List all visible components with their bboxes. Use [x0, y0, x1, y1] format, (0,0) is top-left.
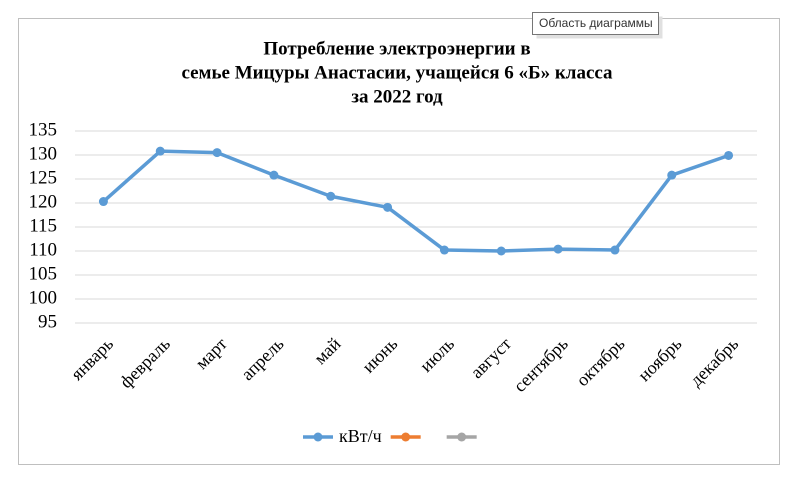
marker: [383, 202, 393, 212]
marker: [667, 170, 677, 180]
tooltip-box: [532, 12, 659, 35]
marker: [326, 191, 336, 201]
legend-marker: [313, 432, 323, 442]
legend-item: [390, 432, 421, 442]
y-tick-label: 105: [29, 263, 58, 284]
marker: [155, 146, 165, 156]
marker: [553, 244, 563, 254]
marker: [439, 245, 449, 255]
marker: [610, 245, 620, 255]
tooltip-text: Область диаграммы: [539, 16, 653, 30]
legend-marker: [401, 432, 411, 442]
y-tick-label: 95: [38, 311, 57, 332]
tooltip: Область диаграммы: [532, 12, 663, 39]
chart-area[interactable]: [18, 18, 780, 465]
legend-marker: [457, 432, 467, 442]
y-tick-label: 130: [29, 143, 58, 164]
y-tick-label: 120: [29, 191, 58, 212]
chart-title: Потребление электроэнергии в: [263, 38, 530, 59]
marker: [269, 170, 279, 180]
marker: [724, 150, 734, 160]
y-tick-label: 115: [29, 215, 57, 236]
legend-item: [446, 432, 477, 442]
marker: [98, 197, 108, 207]
marker: [496, 246, 506, 256]
y-tick-label: 100: [29, 287, 58, 308]
y-tick-label: 110: [29, 239, 57, 260]
chart-title: за 2022 год: [351, 86, 443, 107]
y-tick-label: 125: [29, 167, 58, 188]
line: [102, 149, 730, 253]
legend-label: кВт/ч: [339, 426, 382, 446]
legend-item: кВт/ч: [303, 426, 382, 446]
y-tick-label: 135: [29, 119, 58, 140]
marker: [212, 148, 222, 158]
chart-title: семье Мицуры Анастасии, учащейся 6 «Б» к…: [181, 62, 613, 83]
